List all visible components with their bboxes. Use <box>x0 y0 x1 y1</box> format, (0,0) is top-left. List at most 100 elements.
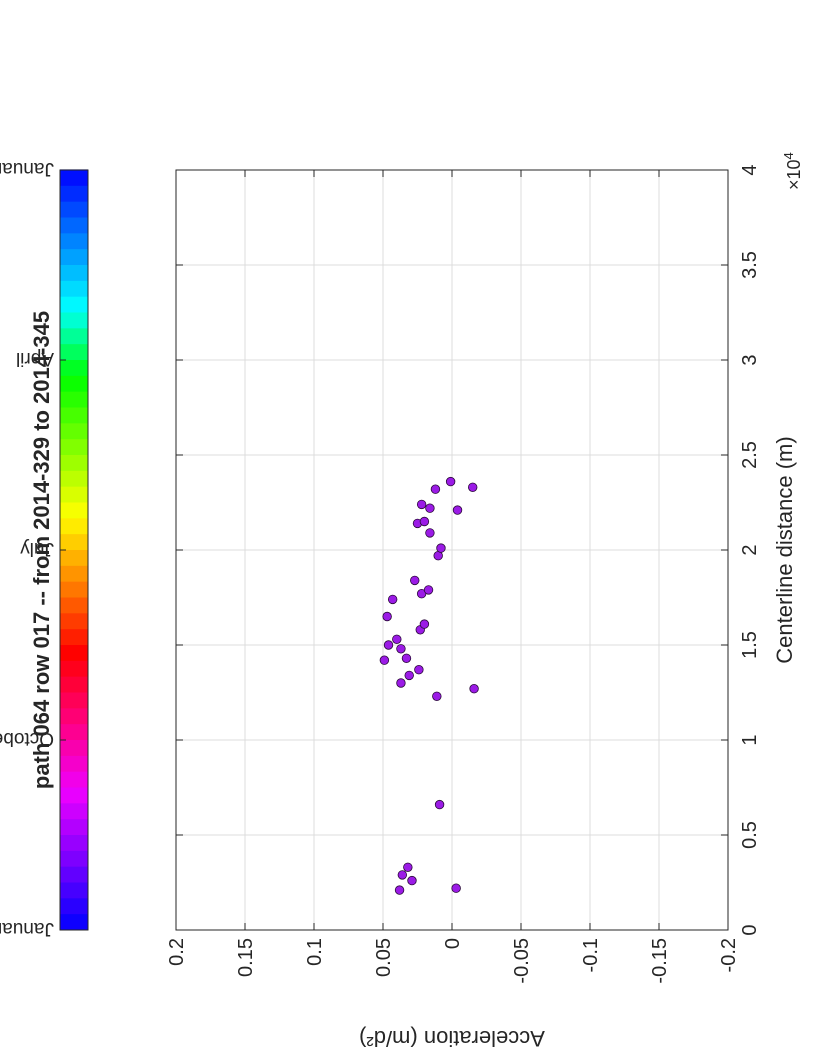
colorbar-segment <box>60 216 88 234</box>
data-point <box>396 678 406 688</box>
colorbar-segment <box>60 296 88 313</box>
data-point <box>469 683 479 694</box>
y-tick-label: 0.1 <box>304 938 326 966</box>
colorbar-segment <box>60 359 88 376</box>
y-tick-label: -0.1 <box>580 938 602 972</box>
colorbar-label: January <box>0 918 54 939</box>
y-tick-label: -0.2 <box>718 938 740 972</box>
colorbar-segment <box>60 596 88 614</box>
colorbar-segment <box>60 612 88 630</box>
plot-area: 0 0.5 1 1.5 2 2.5 3 3.5 4 0.2 0.15 0.1 0.05 0 -0.05 -0.… <box>166 164 761 983</box>
data-point <box>434 799 445 810</box>
data-point <box>387 594 398 605</box>
colorbar-segment <box>60 850 88 867</box>
y-tick-label: -0.05 <box>511 938 533 984</box>
colorbar-segment <box>60 470 88 487</box>
data-point <box>452 505 463 515</box>
colorbar-segment <box>60 201 88 218</box>
colorbar-segment <box>60 866 88 883</box>
colorbar-segment <box>60 771 88 788</box>
colorbar-label: January <box>0 158 54 179</box>
colorbar-segment <box>60 185 88 202</box>
data-point <box>396 644 406 654</box>
data-point <box>416 499 427 510</box>
data-point <box>403 862 413 873</box>
colorbar-label: July <box>20 538 54 559</box>
x-tick-label: 4 <box>739 164 761 175</box>
colorbar-segment <box>60 818 88 835</box>
colorbar: January October July April January <box>0 158 89 939</box>
data-point <box>394 885 405 895</box>
data-point <box>414 664 424 675</box>
colorbar-segment <box>60 311 88 329</box>
colorbar-segment <box>60 707 88 725</box>
colorbar-segment <box>60 391 88 408</box>
colorbar-segment <box>60 501 88 519</box>
data-point <box>436 543 446 553</box>
y-tick-label: 0.15 <box>235 938 257 977</box>
colorbar-segment <box>60 343 88 360</box>
x-tick-label: 0 <box>739 924 761 935</box>
data-point <box>432 691 442 701</box>
colorbar-segment <box>60 280 88 297</box>
data-point <box>410 575 420 586</box>
x-tick-label: 1.5 <box>739 631 761 659</box>
data-point <box>379 655 390 665</box>
x-tick-label: 3.5 <box>739 251 761 279</box>
data-point <box>451 883 461 893</box>
colorbar-segment <box>60 755 88 772</box>
colorbar-label: April <box>16 348 54 369</box>
colorbar-segment <box>60 786 88 804</box>
colorbar-segment <box>60 913 88 930</box>
colorbar-segment <box>60 169 88 186</box>
data-point <box>382 611 392 622</box>
colorbar-segment <box>60 422 88 440</box>
colorbar-segment <box>60 406 88 424</box>
x-tick-label: 3 <box>739 354 761 365</box>
colorbar-segment <box>60 739 88 756</box>
x-exponent-label: ×104 <box>781 152 804 190</box>
data-point <box>397 870 408 880</box>
data-point <box>423 585 434 595</box>
colorbar-segment <box>60 375 88 392</box>
data-point <box>425 528 435 538</box>
y-tick-label: 0.05 <box>373 938 395 977</box>
colorbar-segment <box>60 565 88 582</box>
y-tick-label: 0.2 <box>166 938 188 966</box>
data-point <box>445 476 456 487</box>
colorbar-segment <box>60 676 88 693</box>
colorbar-segment <box>60 248 88 265</box>
x-tick-label: 0.5 <box>739 821 761 849</box>
data-point <box>430 484 441 494</box>
data-point <box>425 503 435 513</box>
colorbar-segment <box>60 549 88 566</box>
colorbar-segment <box>60 897 88 915</box>
data-point <box>392 634 402 644</box>
colorbar-segment <box>60 802 88 820</box>
colorbar-segment <box>60 454 88 471</box>
colorbar-segment <box>60 517 88 535</box>
colorbar-segment <box>60 628 88 645</box>
y-tick-label: 0 <box>442 938 464 949</box>
colorbar-segment <box>60 327 88 345</box>
colorbar-segment <box>60 834 88 851</box>
data-point <box>383 640 394 650</box>
colorbar-segment <box>60 486 88 503</box>
colorbar-segment <box>60 581 88 598</box>
data-point <box>419 619 430 629</box>
data-point <box>404 670 414 681</box>
colorbar-segment <box>60 691 88 709</box>
x-axis-label: Centerline distance (m) <box>772 436 797 663</box>
colorbar-segment <box>60 438 88 455</box>
x-tick-label: 2 <box>739 544 761 555</box>
colorbar-label: October <box>0 728 54 749</box>
x-tick-label: 2.5 <box>739 441 761 469</box>
colorbar-segment <box>60 232 88 250</box>
x-tick-label: 1 <box>739 734 761 745</box>
data-point <box>468 482 478 492</box>
data-point <box>401 653 412 663</box>
chart-title: path 064 row 017 -- from 2014-329 to 201… <box>29 311 54 789</box>
colorbar-segment <box>60 264 88 281</box>
data-point <box>419 516 430 527</box>
